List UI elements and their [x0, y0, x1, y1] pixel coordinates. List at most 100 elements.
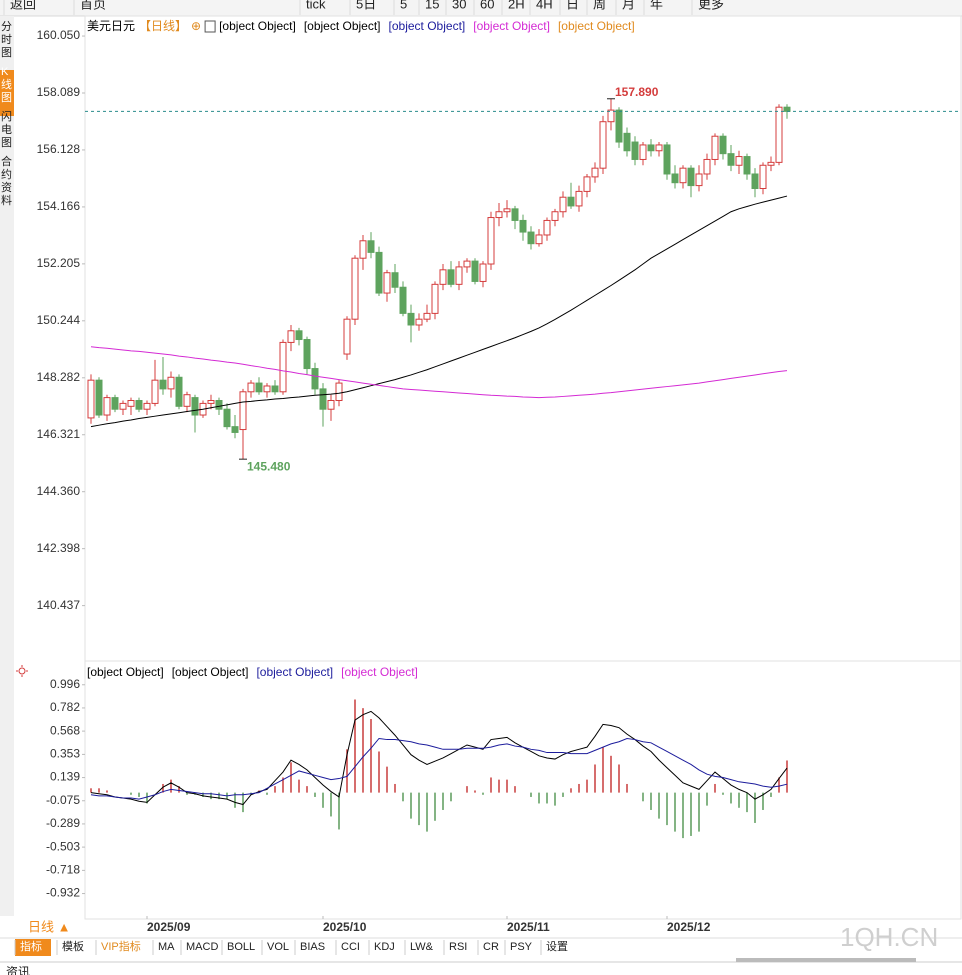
candle-body — [151, 379, 159, 404]
tab[interactable]: LW& — [410, 941, 434, 953]
candle-body — [399, 286, 407, 314]
toolbar-item[interactable]: 2H — [508, 0, 525, 11]
candle-body — [703, 158, 711, 175]
candle-body — [503, 208, 511, 213]
sidebar-item[interactable]: 料 — [1, 193, 12, 207]
candle-body — [487, 217, 495, 265]
toolbar-item[interactable]: 更多 — [698, 0, 724, 11]
legend-item: [object Object] — [341, 665, 418, 679]
tab[interactable]: MA — [158, 941, 175, 953]
tab[interactable]: 模板 — [62, 939, 84, 953]
indicator-line — [90, 710, 788, 806]
tab[interactable]: MACD — [186, 941, 218, 953]
candle-body — [111, 397, 119, 410]
candle-body — [279, 341, 287, 393]
toolbar-item[interactable]: 年 — [650, 0, 663, 11]
candle-body — [727, 153, 735, 166]
candle-body — [767, 161, 775, 166]
toolbar-item[interactable]: 5 — [400, 0, 407, 11]
tab-active — [15, 939, 51, 956]
toolbar-item[interactable]: 30 — [452, 0, 466, 11]
candle-body — [223, 408, 231, 428]
candle-body — [351, 257, 359, 320]
candle-body — [775, 106, 783, 163]
y-tick-label: 0.782 — [50, 700, 80, 714]
tab[interactable]: RSI — [449, 941, 467, 953]
tab[interactable]: BIAS — [300, 941, 325, 953]
candle-body — [271, 385, 279, 393]
sidebar-item[interactable]: 约 — [1, 168, 12, 181]
candle-body — [655, 144, 663, 152]
toolbar-item[interactable]: 60 — [480, 0, 494, 11]
sidebar-active — [0, 70, 14, 116]
candle-body — [559, 196, 567, 213]
tab[interactable]: KDJ — [374, 941, 395, 953]
toolbar-item[interactable]: 周 — [593, 0, 606, 11]
candle-body — [415, 318, 423, 326]
toolbar-item[interactable]: 4H — [536, 0, 553, 11]
candle-body — [167, 376, 175, 390]
candle-body — [471, 260, 479, 282]
toolbar-item[interactable]: 首页 — [80, 0, 106, 11]
watermark: 1QH.CN — [840, 922, 938, 952]
sidebar-item[interactable]: 图 — [1, 91, 12, 104]
candle-body — [639, 144, 647, 160]
y-tick-label: -0.503 — [46, 839, 80, 853]
sidebar-item[interactable]: 图 — [1, 136, 12, 149]
toolbar-item[interactable]: 5日 — [356, 0, 376, 11]
period-button[interactable]: 日线 ▲ — [28, 919, 70, 934]
candle-body — [687, 167, 695, 187]
toolbar-item[interactable]: 日 — [566, 0, 579, 11]
toolbar-item[interactable]: 15 — [425, 0, 439, 11]
legend-item: [object Object] — [304, 19, 381, 33]
toolbar-item[interactable]: tick — [306, 0, 326, 11]
sidebar-item[interactable]: 电 — [1, 123, 12, 136]
sidebar-item[interactable]: 时 — [1, 33, 12, 46]
macd-frame — [84, 660, 962, 920]
tab[interactable]: 指标 — [20, 939, 42, 953]
indicator-line — [90, 737, 788, 800]
toolbar-item[interactable]: 月 — [622, 0, 635, 11]
sidebar-item[interactable]: 图 — [1, 46, 12, 59]
sidebar-item[interactable]: 分 — [1, 20, 12, 33]
candle-body — [295, 330, 303, 341]
sidebar-item[interactable]: 合 — [1, 154, 12, 168]
candle-body — [663, 144, 671, 175]
candle-body — [359, 240, 367, 259]
tab[interactable]: 设置 — [546, 940, 568, 953]
x-tick-label: 2025/12 — [667, 920, 711, 934]
candle-body — [743, 156, 751, 175]
tab[interactable]: VOL — [267, 941, 289, 953]
legend-item: [object Object] — [558, 19, 635, 33]
candle-body — [511, 208, 519, 221]
candle-body — [751, 173, 759, 190]
candle-body — [615, 109, 623, 143]
sidebar-item[interactable]: 线 — [1, 77, 12, 91]
macd-icon — [16, 665, 28, 677]
tab[interactable]: PSY — [510, 941, 533, 953]
footer-tab[interactable]: 资讯 — [6, 965, 30, 975]
chart-icon: ⊕ — [191, 19, 201, 33]
candle-body — [231, 426, 239, 433]
tab[interactable]: BOLL — [227, 941, 255, 953]
candle-body — [407, 312, 415, 326]
candle-body — [247, 382, 255, 393]
candle-body — [215, 400, 223, 410]
sidebar-item[interactable]: K — [1, 66, 9, 78]
sidebar-item[interactable]: 闪 — [1, 109, 12, 123]
candle-body — [479, 263, 487, 282]
tab[interactable]: CCI — [341, 941, 360, 953]
candle-body — [575, 190, 583, 207]
candle-body — [623, 132, 631, 152]
tab[interactable]: CR — [483, 941, 499, 953]
sidebar — [0, 16, 14, 916]
candle-body — [375, 251, 383, 294]
indicator-line — [90, 346, 788, 399]
sidebar-item[interactable]: 资 — [1, 181, 12, 194]
y-tick-label: 0.568 — [50, 723, 80, 737]
toolbar-item[interactable]: 返回 — [10, 0, 36, 11]
tab[interactable]: VIP指标 — [101, 939, 141, 953]
candle-body — [87, 379, 95, 419]
